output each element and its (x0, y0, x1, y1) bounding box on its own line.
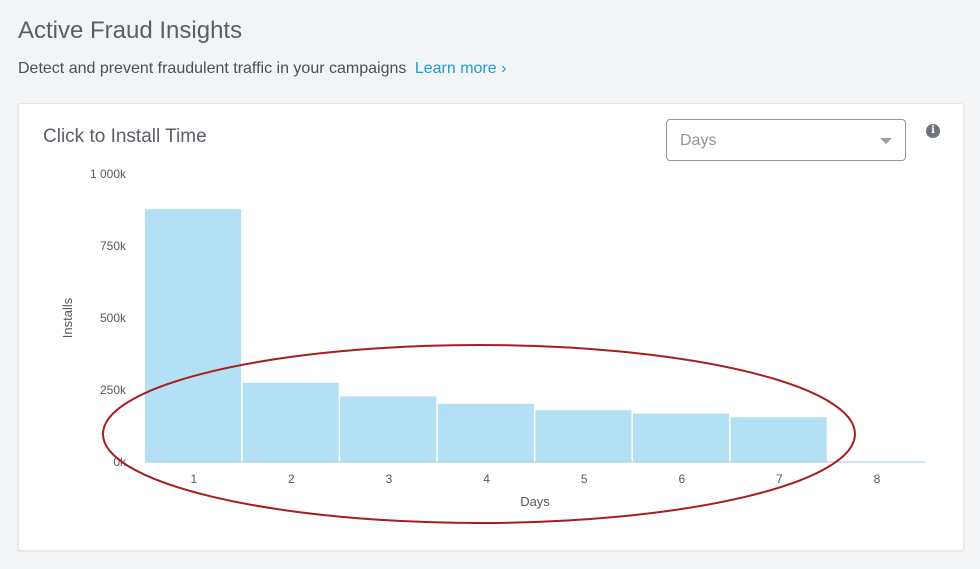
y-tick-label: 1 000k (90, 167, 127, 181)
x-tick-label: 6 (678, 472, 685, 486)
period-select-value: Days (680, 132, 717, 149)
y-tick-label: 750k (100, 239, 127, 253)
page-title: Active Fraud Insights (18, 17, 243, 44)
subtitle-text: Detect and prevent fraudulent traffic in… (18, 60, 407, 77)
bar-day-1 (145, 209, 242, 462)
x-tick-label: 3 (386, 472, 393, 486)
x-tick-label: 8 (874, 472, 881, 486)
bar-day-3 (340, 396, 437, 462)
x-tick-label: 7 (776, 472, 783, 486)
chevron-down-icon (880, 138, 892, 144)
period-select[interactable]: Days (666, 119, 906, 161)
bar-day-6 (633, 413, 730, 462)
y-axis-title: Installs (60, 297, 75, 338)
card-title: Click to Install Time (43, 126, 207, 147)
y-tick-label: 250k (100, 383, 127, 397)
x-tick-label: 5 (581, 472, 588, 486)
annotation-ellipse (102, 344, 856, 524)
bar-day-4 (437, 403, 534, 462)
x-axis-title: Days (520, 494, 550, 509)
y-tick-label: 500k (100, 311, 127, 325)
x-tick-label: 4 (483, 472, 490, 486)
info-icon[interactable]: i (926, 124, 940, 138)
bar-day-5 (535, 410, 632, 462)
learn-more-link[interactable]: Learn more › (414, 60, 507, 77)
bar-day-2 (242, 382, 339, 462)
x-tick-label: 1 (190, 472, 197, 486)
page-subtitle: Detect and prevent fraudulent traffic in… (18, 60, 506, 78)
bar-day-7 (730, 417, 827, 462)
x-tick-label: 2 (288, 472, 295, 486)
